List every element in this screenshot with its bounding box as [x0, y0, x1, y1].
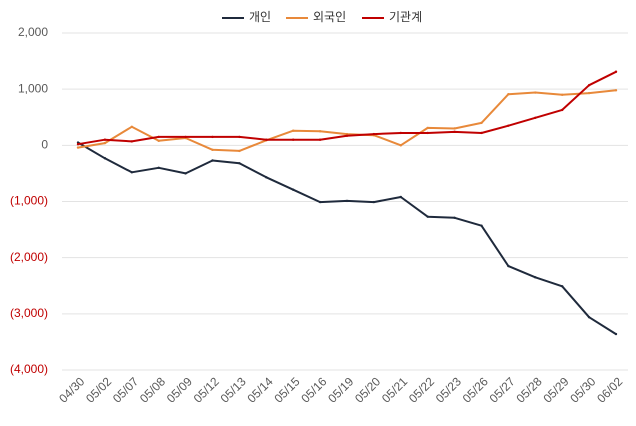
x-tick-label: 05/02: [83, 374, 114, 405]
data-point: [211, 135, 214, 139]
data-point: [399, 131, 402, 135]
x-tick-label: 05/29: [540, 374, 571, 405]
y-tick-label: 2,000: [18, 25, 48, 39]
data-point: [238, 162, 241, 165]
x-tick-label: 05/30: [567, 374, 598, 405]
x-tick-label: 05/07: [110, 374, 141, 405]
x-tick-label: 06/02: [594, 374, 625, 405]
series-line-0: [77, 141, 617, 336]
data-point: [265, 176, 268, 179]
data-point: [345, 132, 349, 136]
x-axis: 04/3005/0205/0705/0805/0905/1205/1305/14…: [56, 374, 625, 405]
data-point: [130, 171, 133, 174]
data-point: [157, 166, 160, 169]
data-point: [103, 138, 107, 141]
data-point: [561, 285, 564, 288]
y-tick-label: (1,000): [10, 194, 48, 208]
data-point: [399, 195, 402, 199]
data-point: [76, 143, 80, 146]
data-point: [130, 140, 133, 143]
x-tick-label: 05/26: [460, 374, 491, 405]
data-point: [211, 159, 214, 162]
data-point: [238, 135, 241, 139]
data-point: [587, 91, 591, 95]
data-point: [76, 146, 80, 149]
data-point: [184, 172, 187, 175]
data-point: [426, 126, 429, 130]
x-tick-label: 05/21: [379, 374, 410, 405]
data-point: [318, 138, 322, 141]
y-tick-label: 1,000: [18, 81, 48, 95]
data-point: [372, 132, 376, 136]
data-point: [453, 216, 456, 219]
data-point: [292, 129, 295, 132]
data-point: [561, 93, 564, 96]
data-point: [103, 157, 107, 160]
legend: 개인 외국인 기관계: [222, 10, 422, 24]
data-point: [614, 89, 618, 92]
legend-label: 개인: [249, 10, 271, 24]
data-point: [480, 224, 483, 227]
data-point: [157, 139, 160, 143]
data-point: [372, 200, 376, 204]
data-point: [587, 316, 591, 319]
x-tick-label: 05/15: [271, 374, 302, 405]
data-point: [534, 276, 537, 279]
x-tick-label: 05/09: [164, 374, 195, 405]
y-tick-label: 0: [41, 138, 48, 152]
data-point: [561, 108, 564, 112]
data-point: [292, 138, 295, 141]
x-tick-label: 05/19: [325, 374, 356, 405]
data-point: [265, 138, 268, 141]
data-point: [534, 116, 537, 120]
x-tick-label: 05/27: [487, 374, 518, 405]
x-tick-label: 05/13: [218, 374, 249, 405]
x-tick-label: 05/08: [137, 374, 168, 405]
x-tick-label: 05/12: [191, 374, 222, 405]
data-point: [292, 188, 295, 191]
legend-label: 기관계: [389, 10, 422, 24]
data-point: [426, 131, 429, 135]
y-axis: 2,000 1,000 0 (1,000) (2,000) (3,000) (4,000): [10, 25, 48, 376]
gridlines: [62, 32, 628, 371]
data-point: [345, 199, 349, 203]
data-point: [318, 200, 322, 204]
data-point: [345, 134, 349, 137]
data-point: [426, 215, 429, 218]
x-tick-label: 04/30: [56, 374, 87, 405]
data-point: [507, 264, 510, 268]
data-point: [614, 332, 618, 336]
legend-label: 외국인: [313, 10, 346, 24]
x-tick-label: 05/23: [433, 374, 464, 405]
x-tick-label: 05/14: [245, 374, 276, 405]
data-point: [480, 121, 483, 125]
data-point: [184, 135, 187, 139]
x-tick-label: 05/16: [298, 374, 329, 405]
data-point: [507, 93, 510, 96]
data-point: [130, 125, 133, 128]
y-tick-label: (2,000): [10, 250, 48, 264]
y-tick-label: (4,000): [10, 362, 48, 376]
y-tick-label: (3,000): [10, 306, 48, 320]
data-point: [453, 127, 456, 130]
data-point: [399, 144, 402, 147]
data-point: [238, 149, 241, 153]
data-point: [534, 91, 537, 94]
data-point: [480, 131, 483, 135]
data-point: [103, 141, 107, 145]
data-point: [211, 148, 214, 152]
x-tick-label: 05/28: [514, 374, 545, 405]
x-tick-label: 05/22: [406, 374, 437, 405]
data-point: [453, 130, 456, 134]
data-point: [587, 84, 591, 87]
data-point: [507, 124, 510, 127]
x-tick-label: 05/20: [352, 374, 383, 405]
data-point: [318, 130, 322, 133]
series-group: [76, 70, 618, 336]
data-point: [614, 70, 618, 73]
data-point: [157, 135, 160, 139]
